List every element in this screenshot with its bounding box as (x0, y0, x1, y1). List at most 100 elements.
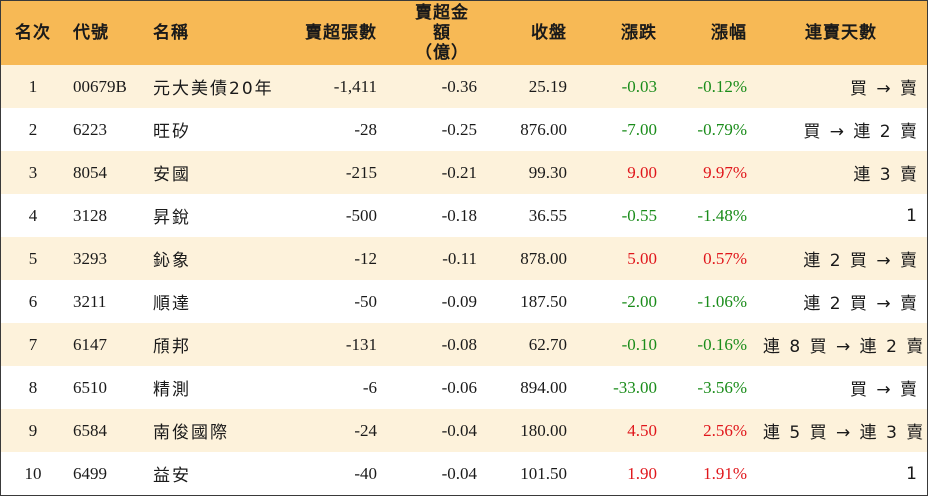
header-sell-amount-line2: （億） (415, 43, 469, 63)
cell-sell-amount: -0.09 (441, 291, 477, 311)
cell-change-pct: 1.91% (703, 463, 747, 483)
cell-change-pct: -0.16% (697, 334, 747, 354)
cell-sell-volume: -6 (362, 377, 377, 397)
cell-rank: 3 (28, 162, 38, 182)
cell-rank: 4 (28, 205, 38, 225)
header-row: 名次 代號 名稱 賣超張數 賣超金額 （億） 收盤 漲跌 漲幅 連賣天數 (1, 1, 927, 65)
cell-sell-days: 連 3 賣 (853, 165, 919, 185)
header-rank: 名次 (15, 23, 51, 43)
cell-code: 8054 (73, 162, 107, 182)
header-code: 代號 (73, 23, 109, 43)
cell-name: 精測 (153, 380, 191, 400)
cell-name: 安國 (153, 165, 191, 185)
cell-sell-volume: -131 (345, 334, 377, 354)
cell-sell-days: 1 (906, 463, 919, 484)
cell-sell-days: 1 (906, 205, 919, 226)
cell-change: -7.00 (621, 119, 657, 139)
cell-sell-volume: -24 (354, 420, 377, 440)
header-sell-amount-line1: 賣超金額 (415, 3, 469, 43)
cell-name: 南俊國際 (153, 423, 229, 443)
cell-name: 順達 (153, 294, 191, 314)
cell-name: 旺矽 (153, 122, 191, 142)
table-row: 10 6499 益安 -40 -0.04 101.50 1.90 1.91% 1 (1, 452, 927, 495)
cell-sell-volume: -215 (345, 162, 377, 182)
cell-sell-amount: -0.08 (441, 334, 477, 354)
cell-sell-amount: -0.21 (441, 162, 477, 182)
cell-close: 878.00 (520, 248, 567, 268)
cell-change-pct: 9.97% (703, 162, 747, 182)
cell-sell-days: 連 2 買 → 賣 (803, 294, 919, 314)
cell-close: 36.55 (528, 205, 567, 225)
cell-rank: 2 (28, 119, 38, 139)
cell-sell-volume: -12 (354, 248, 377, 268)
cell-change: -33.00 (613, 377, 657, 397)
cell-code: 6223 (73, 119, 107, 139)
cell-close: 180.00 (520, 420, 567, 440)
cell-sell-amount: -0.04 (441, 420, 477, 440)
cell-rank: 5 (28, 248, 38, 268)
table-row: 5 3293 鈊象 -12 -0.11 878.00 5.00 0.57% 連 2 買 → 賣 (1, 237, 927, 280)
cell-change: -2.00 (621, 291, 657, 311)
header-close: 收盤 (531, 23, 567, 43)
cell-name: 昇銳 (153, 208, 191, 228)
cell-sell-amount: -0.18 (441, 205, 477, 225)
cell-close: 876.00 (520, 119, 567, 139)
cell-rank: 7 (28, 334, 38, 354)
cell-change-pct: -0.12% (697, 76, 747, 96)
table-header: 名次 代號 名稱 賣超張數 賣超金額 （億） 收盤 漲跌 漲幅 連賣天數 (1, 1, 927, 65)
cell-sell-amount: -0.04 (441, 463, 477, 483)
cell-rank: 10 (24, 463, 42, 483)
cell-change: 9.00 (627, 162, 657, 182)
cell-change-pct: -3.56% (697, 377, 747, 397)
cell-close: 894.00 (520, 377, 567, 397)
cell-sell-amount: -0.06 (441, 377, 477, 397)
cell-change: 5.00 (627, 248, 657, 268)
header-sell-amount: 賣超金額 （億） (385, 1, 485, 65)
cell-code: 3211 (73, 291, 107, 311)
cell-close: 62.70 (528, 334, 567, 354)
cell-sell-amount: -0.25 (441, 119, 477, 139)
cell-code: 6147 (73, 334, 107, 354)
cell-sell-days: 買 → 連 2 賣 (803, 122, 919, 142)
cell-change-pct: -1.06% (697, 291, 747, 311)
cell-sell-amount: -0.36 (441, 76, 477, 96)
cell-rank: 8 (28, 377, 38, 397)
cell-close: 25.19 (528, 76, 567, 96)
cell-sell-volume: -40 (354, 463, 377, 483)
header-change-pct: 漲幅 (711, 23, 747, 43)
table-row: 3 8054 安國 -215 -0.21 99.30 9.00 9.97% 連 3 賣 (1, 151, 927, 194)
cell-code: 3128 (73, 205, 107, 225)
cell-code: 00679B (73, 76, 127, 96)
table-row: 6 3211 順達 -50 -0.09 187.50 -2.00 -1.06% 連 2 買 → … (1, 280, 927, 323)
cell-sell-amount: -0.11 (442, 248, 477, 268)
cell-change-pct: 2.56% (703, 420, 747, 440)
header-name: 名稱 (153, 23, 189, 43)
cell-rank: 1 (28, 76, 38, 96)
cell-change: -0.03 (621, 76, 657, 96)
table-body: 1 00679B 元大美債20年 -1,411 -0.36 25.19 -0.03 -0.12… (1, 65, 927, 495)
cell-sell-days: 連 2 買 → 賣 (803, 251, 919, 271)
cell-name: 元大美債20年 (153, 79, 274, 99)
cell-change-pct: 0.57% (703, 248, 747, 268)
cell-sell-days: 買 → 賣 (849, 380, 919, 400)
cell-sell-days: 連 5 買 → 連 3 賣 (763, 423, 926, 443)
cell-change-pct: -1.48% (697, 205, 747, 225)
cell-name: 鈊象 (153, 251, 191, 271)
cell-rank: 9 (28, 420, 38, 440)
table-row: 1 00679B 元大美債20年 -1,411 -0.36 25.19 -0.03 -0.12… (1, 65, 927, 108)
table-row: 4 3128 昇銳 -500 -0.18 36.55 -0.55 -1.48% 1 (1, 194, 927, 237)
cell-sell-volume: -28 (354, 119, 377, 139)
cell-code: 6499 (73, 463, 107, 483)
cell-close: 187.50 (520, 291, 567, 311)
cell-change: -0.55 (621, 205, 657, 225)
table-row: 2 6223 旺矽 -28 -0.25 876.00 -7.00 -0.79% 買 → 連 2 … (1, 108, 927, 151)
cell-close: 99.30 (528, 162, 567, 182)
cell-name: 益安 (153, 466, 191, 486)
table-row: 8 6510 精測 -6 -0.06 894.00 -33.00 -3.56% 買 → 賣 (1, 366, 927, 409)
header-sell-volume: 賣超張數 (305, 23, 377, 43)
header-change: 漲跌 (621, 23, 657, 43)
cell-sell-volume: -500 (345, 205, 377, 225)
cell-sell-volume: -1,411 (333, 76, 377, 96)
cell-change: 4.50 (627, 420, 657, 440)
